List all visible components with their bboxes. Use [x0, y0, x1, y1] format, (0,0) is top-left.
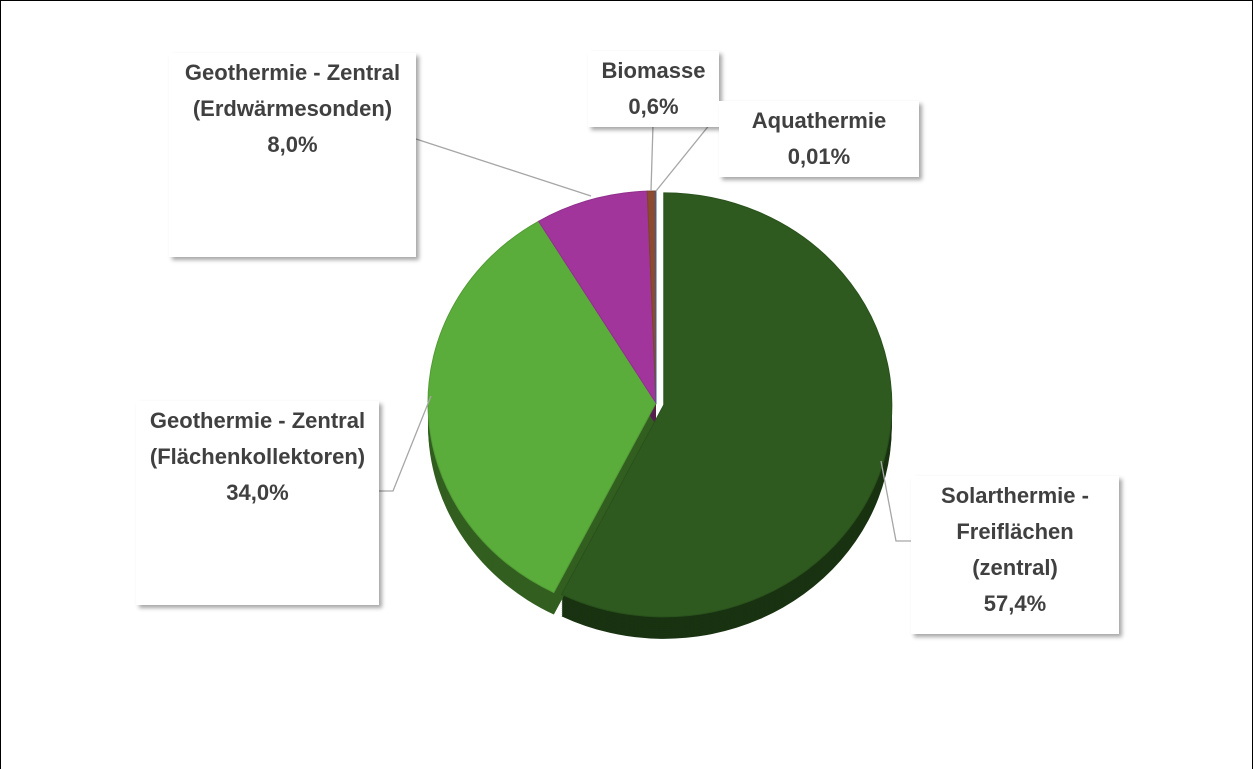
label-name: Geothermie - Zentral (Erdwärmesonden) [184, 60, 401, 121]
data-label: Biomasse 0,6% [588, 51, 719, 127]
leader-line [650, 124, 654, 192]
pie-slice [537, 190, 657, 405]
leader-line [379, 395, 432, 492]
data-label: Geothermie - Zentral (Erdwärmesonden) 8,0… [169, 53, 416, 257]
data-label: Solarthermie - Freiflächen (zentral) 57,4… [911, 476, 1119, 634]
leader-line [415, 138, 592, 197]
label-value: 8,0% [267, 132, 318, 157]
label-value: 0,01% [787, 144, 851, 169]
leader-line [880, 460, 911, 542]
data-label: Geothermie - Zentral (Flächenkollektoren… [136, 401, 379, 605]
label-value: 57,4% [983, 591, 1047, 616]
pie-slice [560, 192, 893, 618]
data-label: Aquathermie 0,01% [719, 101, 919, 177]
label-name: Aquathermie [751, 108, 887, 133]
label-value: 34,0% [226, 480, 289, 505]
pie-slice [427, 220, 657, 594]
label-name: Solarthermie - Freiflächen (zentral) [941, 483, 1089, 580]
label-name: Biomasse [601, 58, 706, 83]
label-value: 0,6% [628, 94, 679, 119]
label-name: Geothermie - Zentral (Flächenkollektoren… [149, 408, 366, 469]
